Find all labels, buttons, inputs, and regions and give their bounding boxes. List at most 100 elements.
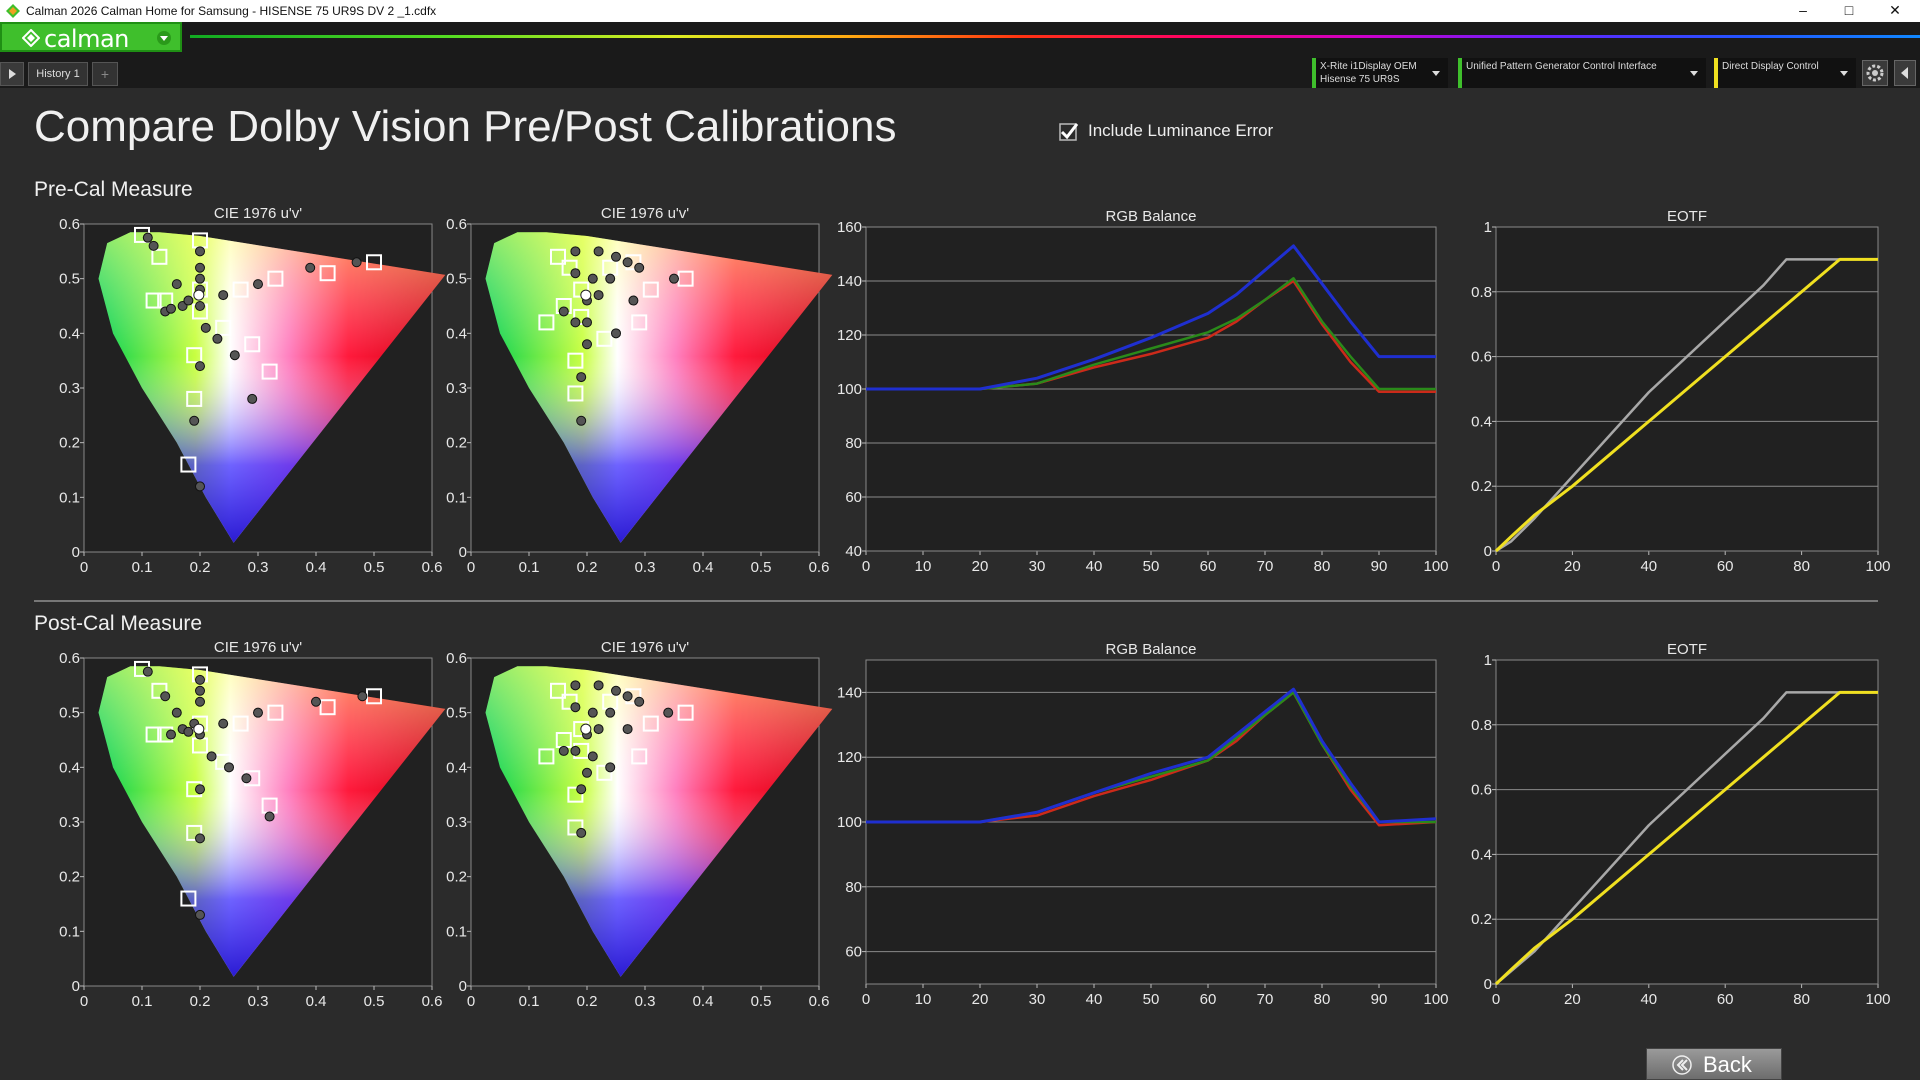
target-marker [186,347,203,364]
back-arrow-icon [1672,1055,1692,1075]
x-tick-label: 30 [1029,991,1046,1008]
chevron-left-icon [1901,67,1908,79]
target-marker [642,281,659,298]
measured-point [166,729,176,740]
target-marker [567,352,584,369]
y-tick-label: 0.4 [1471,846,1492,863]
y-tick-label: 0.3 [446,814,467,831]
measured-point [264,811,275,822]
measured-point [183,726,194,737]
measured-point [605,273,616,284]
target-marker [186,390,203,407]
chevron-down-icon [1690,71,1698,76]
maximize-button[interactable]: □ [1844,2,1854,18]
meter-selector[interactable]: X-Rite i1Display OEM Hisense 75 UR9S [1312,58,1448,88]
measured-point [570,745,581,756]
y-tick-label: 0.3 [59,380,80,397]
target-marker [232,715,249,732]
measured-point [587,751,598,762]
x-tick-label: 60 [1200,558,1217,575]
x-tick-label: 0.6 [422,559,443,576]
x-tick-label: 70 [1257,558,1274,575]
white-point [580,723,592,735]
display-control-selector[interactable]: Direct Display Control [1714,58,1856,88]
measured-point [593,724,604,735]
measured-point [189,415,200,426]
target-marker [567,385,584,402]
minimize-button[interactable]: – [1799,2,1807,18]
y-tick-label: 0.6 [59,216,80,233]
y-tick-label: 100 [837,814,862,831]
chart-post-4: CIE 1976 u'v' 0 0.1 0.2 0.3 0.4 0.5 0.6 0 0.1 0.2 0… [59,639,446,1010]
measured-point [634,262,645,273]
settings-button[interactable] [1862,60,1888,86]
y-tick-label: 0.5 [59,271,80,288]
y-tick-label: 0 [72,544,80,561]
y-tick-label: 0.1 [59,489,80,506]
x-tick-label: 40 [1086,991,1103,1008]
close-button[interactable]: ✕ [1889,2,1901,18]
target-marker [538,314,555,331]
target-marker [151,682,168,699]
x-tick-label: 0 [1492,558,1500,575]
y-tick-label: 0.2 [446,435,467,452]
chart-post-5: CIE 1976 u'v' 0 0.1 0.2 0.3 0.4 0.5 0.6 0 0.1 0.2 0… [446,639,833,1010]
measured-point [582,767,592,778]
gear-icon [1866,64,1884,82]
measured-point [576,784,587,795]
checkmark-icon [1059,123,1079,141]
display-control-name: Direct Display Control [1722,61,1819,72]
measured-point [570,268,581,279]
x-tick-label: 60 [1200,991,1217,1008]
target-marker [561,259,578,276]
chart-title: CIE 1976 u'v' [601,639,689,656]
y-tick-label: 0.1 [59,923,80,940]
play-button[interactable] [0,62,24,86]
measured-point [558,306,569,317]
target-marker [642,715,659,732]
section-divider [34,600,1878,602]
target-marker [538,748,555,765]
white-point [580,289,592,301]
measured-point [142,232,153,243]
app-header: calman History 1 + X-Rite i1Display OEM … [0,22,1920,88]
measured-point [605,762,616,773]
chevron-down-icon [1840,71,1848,76]
measured-point [582,339,592,350]
series-line [1494,257,1878,553]
series-line [1494,690,1878,986]
x-tick-label: 40 [1086,558,1103,575]
y-tick-label: 0 [459,978,467,995]
target-marker [596,764,613,781]
x-tick-label: 40 [1640,991,1657,1008]
x-tick-label: 20 [1564,558,1581,575]
x-tick-label: 0.4 [693,993,714,1010]
pattern-generator-selector[interactable]: Unified Pattern Generator Control Interf… [1458,58,1706,88]
y-tick-label: 0.4 [446,759,467,776]
target-marker [186,824,203,841]
measured-point [576,372,587,383]
x-tick-label: 30 [1029,558,1046,575]
tab-history-1[interactable]: History 1 [28,62,88,86]
x-tick-label: 50 [1143,558,1160,575]
target-marker [319,699,336,716]
y-tick-label: 140 [837,273,862,290]
x-tick-label: 80 [1793,558,1810,575]
collapse-button[interactable] [1894,60,1916,86]
measured-point [305,262,316,273]
measured-point [582,317,592,328]
measured-point [593,290,604,301]
target-marker [677,704,694,721]
back-button[interactable]: Back [1646,1048,1782,1080]
x-tick-label: 60 [1717,991,1734,1008]
add-tab-button[interactable]: + [92,62,118,86]
measured-point [253,279,263,290]
chart-post-6: RGB Balance 0 10 20 30 40 50 60 70 80 90 100 60 80 100… [837,641,1449,1008]
x-tick-label: 0.3 [248,993,269,1010]
y-tick-label: 0.5 [59,705,80,722]
measured-point [611,328,621,339]
x-tick-label: 0 [80,559,88,576]
calman-logo-button[interactable]: calman [0,22,182,53]
measured-point [195,784,205,795]
measured-point [622,257,633,268]
